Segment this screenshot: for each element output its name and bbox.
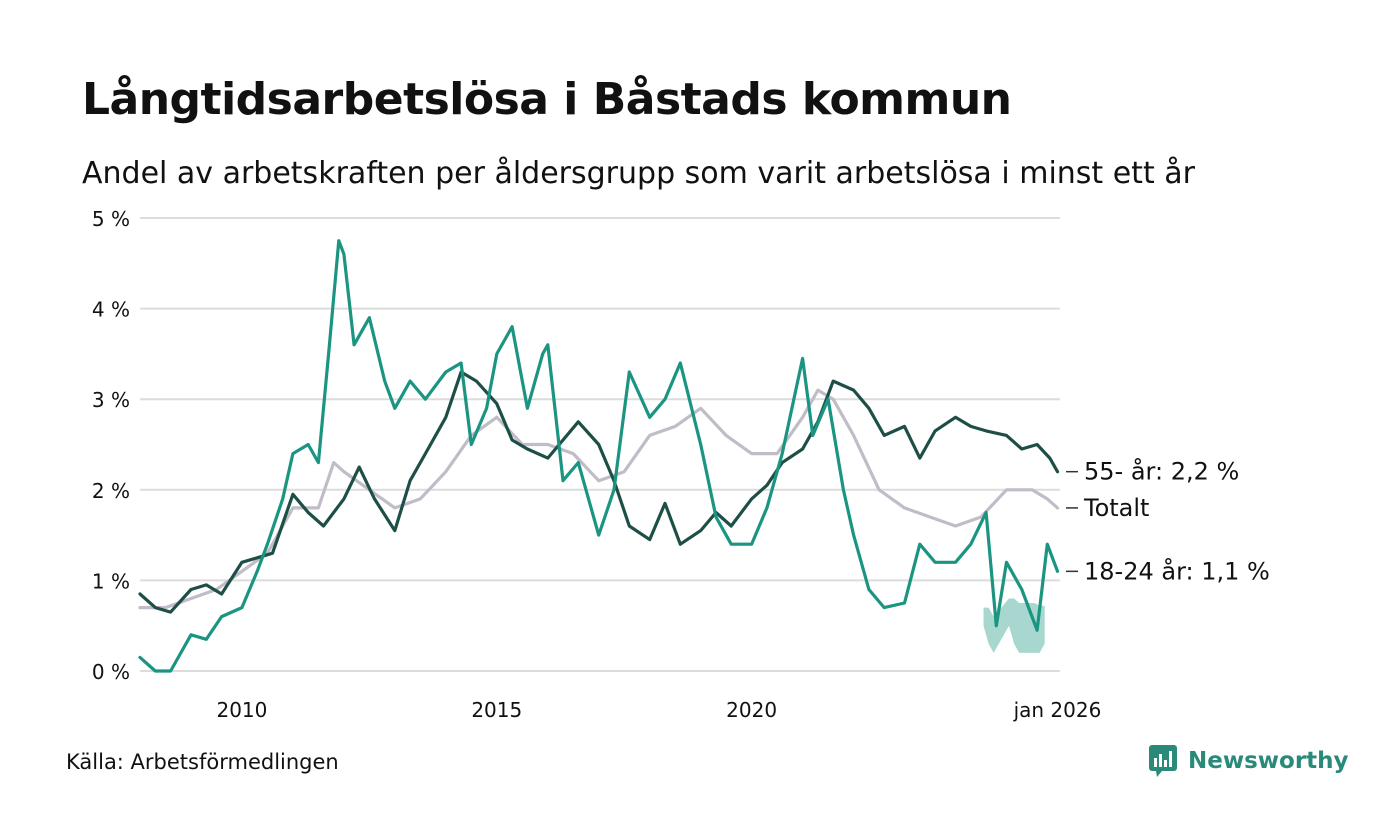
y-tick-label: 1 % (92, 569, 130, 593)
brand-name: Newsworthy (1188, 748, 1349, 774)
y-tick-label: 3 % (92, 388, 130, 412)
y-tick-label: 4 % (92, 298, 130, 322)
x-tick-label: 2015 (471, 698, 522, 722)
grid-lines (140, 217, 1060, 672)
x-tick-label: 2010 (216, 698, 267, 722)
series-lines (138, 239, 1060, 673)
series-line-55-r (138, 370, 1060, 614)
series-end-label: 55- år: 2,2 % (1084, 457, 1239, 486)
series-end-label: 18-24 år: 1,1 % (1084, 556, 1270, 585)
chart-title: Långtidsarbetslösa i Båstads kommun (82, 74, 1012, 125)
y-tick-label: 0 % (92, 660, 130, 684)
newsworthy-logo-icon (1149, 745, 1177, 777)
y-tick-label: 2 % (92, 479, 130, 503)
x-axis-ticks: 2010 2015 2020 jan 2026 (216, 698, 1101, 722)
y-tick-label: 5 % (92, 207, 130, 231)
series-line-totalt (138, 388, 1060, 610)
series-labels: 55- år: 2,2 % Totalt 18-24 år: 1,1 % (1066, 457, 1270, 585)
chart-subtitle: Andel av arbetskraften per åldersgrupp s… (82, 156, 1195, 191)
x-tick-label: 2020 (726, 698, 777, 722)
series-line-18-24-r (138, 239, 1060, 673)
source-note: Källa: Arbetsförmedlingen (66, 750, 339, 774)
brand-logo: Newsworthy (1148, 744, 1349, 778)
y-axis-ticks: 0 % 1 % 2 % 3 % 4 % 5 % (92, 207, 130, 684)
x-tick-label: jan 2026 (1013, 698, 1102, 722)
series-end-label: Totalt (1083, 494, 1149, 522)
